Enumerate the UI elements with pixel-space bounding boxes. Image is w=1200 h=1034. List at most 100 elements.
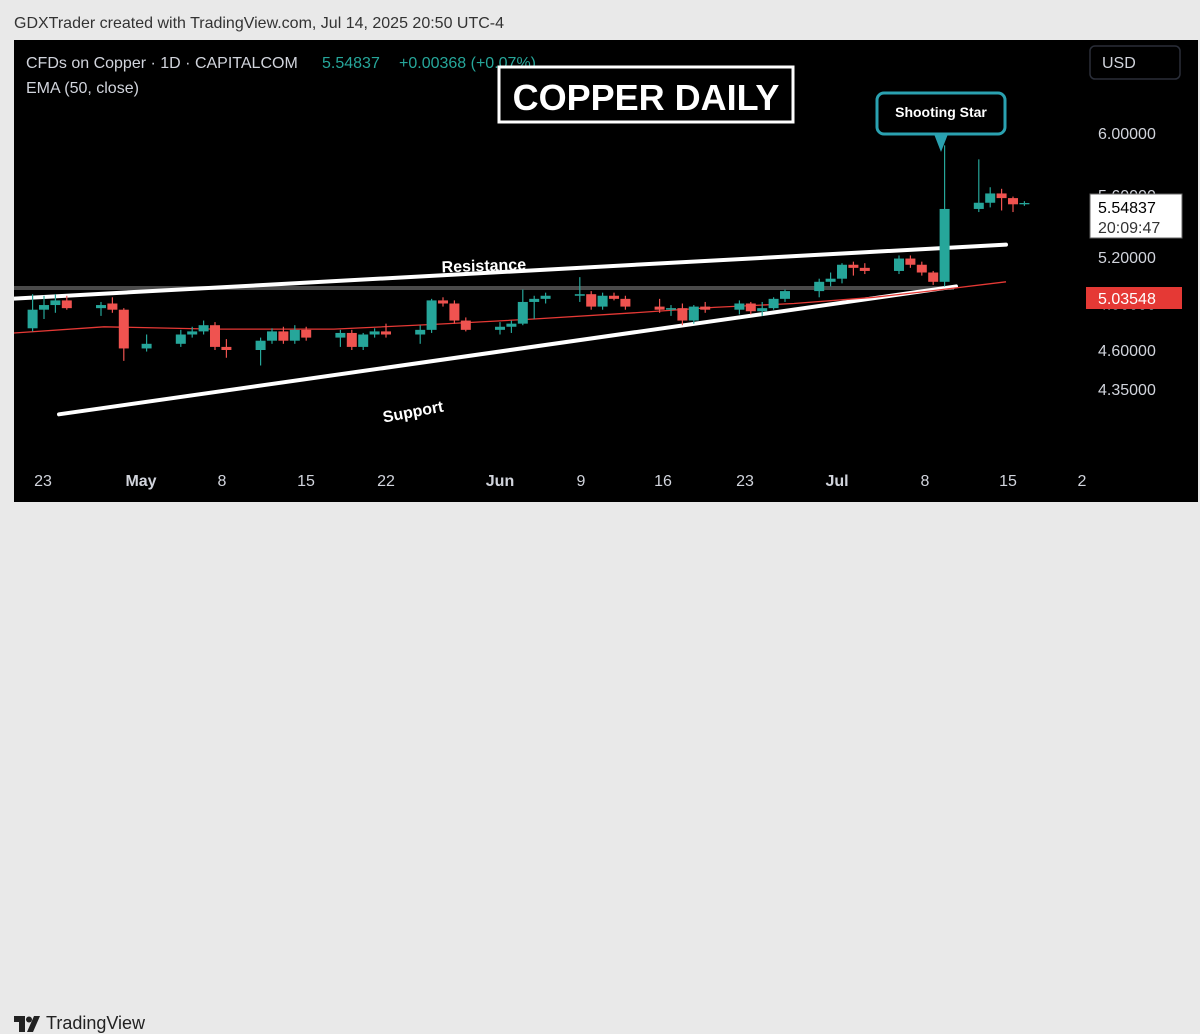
candle-body — [745, 303, 756, 312]
chart-panel[interactable]: 6.000005.200004.900004.600004.350005.600… — [14, 40, 1198, 502]
candle — [859, 263, 870, 275]
candle — [27, 294, 38, 332]
tradingview-logo-text: TradingView — [46, 1013, 146, 1033]
tradingview-logo[interactable]: TradingView — [14, 1013, 145, 1034]
symbol-line: CFDs on Copper · 1D · CAPITALCOM — [26, 55, 298, 72]
candle-body — [905, 258, 916, 265]
candle — [768, 297, 779, 310]
candle — [267, 328, 277, 344]
candle — [50, 294, 61, 313]
candle — [438, 297, 448, 307]
candle — [255, 337, 266, 366]
candle — [928, 270, 939, 285]
candle — [677, 303, 688, 326]
candle-body — [574, 294, 585, 296]
candle-body — [677, 308, 688, 321]
candle — [939, 145, 950, 287]
candle-body — [688, 306, 699, 321]
candle — [175, 329, 186, 347]
overlay-title-frame — [497, 65, 795, 124]
axes: 6.000005.200004.900004.600004.350005.600… — [34, 45, 1183, 490]
candle — [369, 328, 380, 338]
candle-body — [301, 329, 312, 338]
candle-body — [107, 303, 118, 310]
candle — [586, 291, 597, 310]
x-tick-label: 22 — [377, 473, 395, 490]
candle-body — [118, 309, 129, 349]
candle — [916, 261, 927, 276]
last-price-box — [1089, 193, 1183, 239]
ema-legend-label: EMA (50, close) — [26, 80, 139, 97]
candle — [278, 326, 289, 344]
candle-body — [495, 326, 505, 330]
candle-body — [175, 334, 186, 344]
candle — [346, 329, 357, 350]
callout-pointer — [934, 134, 948, 152]
candle-body — [996, 193, 1007, 199]
x-tick-label: 23 — [736, 473, 754, 490]
candle — [210, 322, 220, 350]
candle-body — [529, 298, 540, 302]
x-tick-label: Jun — [486, 473, 514, 490]
candle-body — [540, 295, 551, 299]
candle — [996, 188, 1007, 211]
x-tick-label: Jul — [825, 473, 848, 490]
y-tick-label: 4.35000 — [1098, 382, 1156, 399]
candle — [517, 289, 528, 326]
candle-body — [1019, 203, 1030, 205]
last-price-time: 20:09:47 — [1098, 220, 1160, 237]
candle-body — [768, 298, 779, 309]
candle-body — [620, 298, 631, 307]
candle-body — [609, 295, 619, 299]
candle-body — [859, 267, 870, 271]
currency-button[interactable]: USD — [1089, 45, 1181, 80]
support-line — [57, 284, 958, 417]
candle-body — [27, 309, 38, 329]
candle — [39, 295, 49, 319]
candle — [335, 329, 346, 347]
candle — [597, 292, 608, 310]
y-tick-label: 5.20000 — [1098, 250, 1156, 267]
x-tick-label: 16 — [654, 473, 672, 490]
candle — [61, 295, 72, 310]
candle-body — [358, 334, 369, 347]
candle-body — [278, 331, 289, 341]
candle-body — [1008, 198, 1018, 205]
candle-body — [449, 303, 460, 321]
candle — [609, 292, 619, 301]
price-chart[interactable]: 6.000005.200004.900004.600004.350005.600… — [14, 40, 1198, 502]
candle-body — [666, 308, 676, 310]
candle-body — [381, 331, 391, 335]
candle-body — [586, 294, 597, 307]
candle — [289, 325, 300, 344]
legend-price: 5.54837 — [322, 55, 380, 72]
candle-body — [597, 295, 608, 307]
candle — [221, 339, 232, 358]
candle-body — [369, 331, 380, 335]
candle — [666, 305, 676, 316]
candles — [27, 145, 1030, 366]
candle — [107, 297, 118, 313]
candle — [495, 322, 505, 335]
candle — [449, 300, 460, 324]
candle-body — [734, 303, 745, 310]
candle — [837, 263, 847, 284]
candle — [141, 334, 152, 352]
candle — [757, 301, 768, 316]
ema-price-box — [1086, 287, 1182, 309]
candle-body — [50, 300, 61, 306]
candle — [574, 277, 585, 302]
header-bar: GDXTrader created with TradingView.com, … — [0, 0, 1200, 40]
candle-body — [221, 346, 232, 350]
candle-body — [757, 308, 768, 312]
tradingview-logo-icon — [14, 1015, 40, 1032]
x-tick-label: 9 — [577, 473, 586, 490]
candle-body — [973, 202, 984, 209]
candle-body — [928, 272, 939, 282]
candle — [620, 295, 631, 310]
candle — [118, 308, 129, 361]
candle-body — [985, 193, 996, 203]
candle-body — [814, 281, 825, 292]
candle — [460, 317, 471, 332]
candle — [848, 261, 859, 276]
